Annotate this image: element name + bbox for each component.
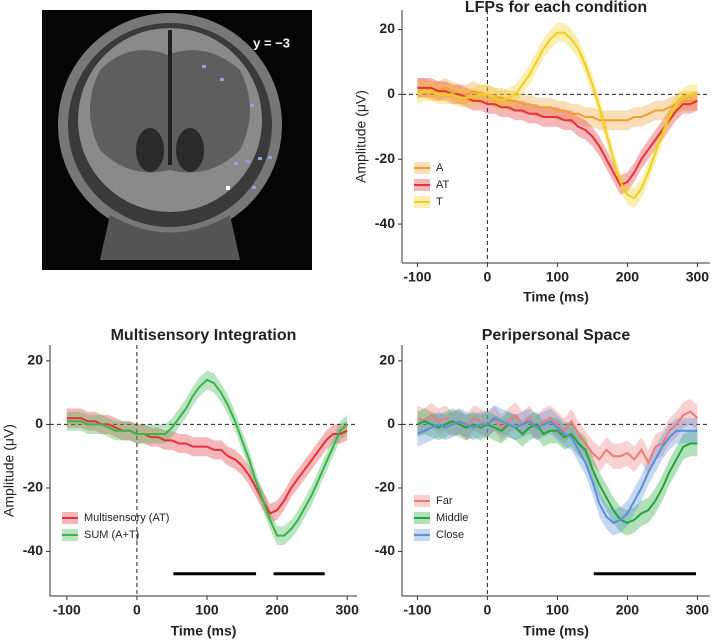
x-tick-label: 100 [546, 269, 570, 285]
legend-label: Far [436, 495, 453, 507]
x-tick-label: 200 [616, 269, 640, 285]
x-tick-label: 0 [484, 269, 492, 285]
legend-label: SUM (A+T) [84, 529, 139, 541]
x-tick-label: 300 [336, 602, 360, 618]
y-axis-label: Amplitude (μV) [353, 90, 369, 183]
ci-band [66, 408, 348, 523]
series-line [66, 417, 348, 515]
ci-band [417, 399, 698, 476]
y-tick-label: 0 [387, 415, 395, 431]
legend-label: AT [436, 179, 450, 191]
y-tick-label: 20 [379, 20, 395, 36]
y-tick-label: 20 [379, 352, 395, 368]
series-line [416, 420, 698, 525]
y-axis-label: Amplitude (μV) [1, 424, 17, 517]
ci-band [417, 78, 698, 131]
legend-label: Middle [436, 512, 468, 524]
chart-title: Multisensory Integration [111, 327, 297, 344]
legend-label: Multisensory (AT) [84, 512, 169, 524]
ci-band [417, 405, 698, 536]
image-label: y = −3 [253, 35, 290, 50]
x-tick-label: 0 [133, 602, 141, 618]
x-axis-label: Time (ms) [523, 289, 589, 305]
x-axis-label: Time (ms) [171, 623, 237, 639]
x-tick-label: -100 [403, 602, 431, 618]
legend-label: A [436, 162, 444, 174]
y-tick-label: 0 [387, 85, 395, 101]
mri-image: y = −3 [42, 10, 312, 270]
x-tick-label: 100 [546, 602, 570, 618]
series-line [416, 416, 698, 525]
y-tick-label: -20 [23, 479, 43, 495]
y-tick-label: -20 [375, 150, 395, 166]
series-line [417, 86, 698, 187]
series-line [66, 378, 348, 537]
x-tick-label: -100 [403, 269, 431, 285]
x-tick-label: 200 [616, 602, 640, 618]
x-tick-label: 200 [265, 602, 289, 618]
series-line [417, 86, 698, 122]
x-tick-label: 0 [484, 602, 492, 618]
y-tick-label: 20 [27, 352, 43, 368]
x-tick-label: 300 [686, 269, 710, 285]
x-tick-label: 300 [686, 602, 710, 618]
x-axis-label: Time (ms) [523, 623, 589, 639]
ci-band [417, 408, 698, 536]
x-tick-label: -100 [53, 602, 81, 618]
y-tick-label: 0 [35, 415, 43, 431]
chart-title: Peripersonal Space [482, 327, 631, 344]
y-tick-label: -40 [375, 542, 395, 558]
y-tick-label: -20 [375, 479, 395, 495]
legend-label: Close [436, 529, 464, 541]
ci-band [417, 78, 698, 195]
legend-label: T [436, 196, 443, 208]
y-tick-label: -40 [375, 215, 395, 231]
y-tick-label: -40 [23, 542, 43, 558]
series-line [416, 31, 698, 200]
x-tick-label: 100 [195, 602, 219, 618]
chart-title: LFPs for each condition [465, 0, 647, 16]
